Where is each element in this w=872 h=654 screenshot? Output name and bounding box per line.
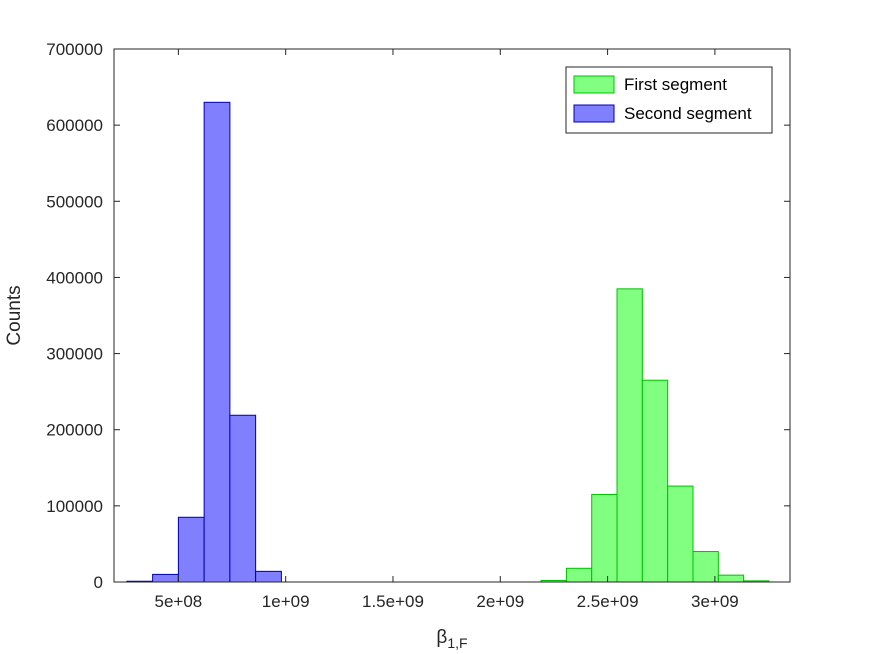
x-axis-label-subscript: 1,F: [447, 635, 467, 651]
y-tick-label-5: 500000: [46, 192, 103, 211]
legend-label-first-segment: First segment: [624, 75, 727, 94]
bar-first-segment-4: [641, 379, 669, 583]
bar-first-segment-5: [667, 485, 694, 583]
legend: First segment Second segment: [565, 66, 773, 134]
y-axis-label: Counts: [4, 285, 25, 345]
legend-label-second-segment: Second segment: [624, 104, 752, 123]
bar-first-segment-1: [565, 567, 593, 583]
bar-first-segment-7: [717, 574, 745, 583]
bar-first-segment-6: [692, 551, 719, 583]
y-tick-label-6: 600000: [46, 116, 103, 135]
y-tick-label-2: 200000: [46, 421, 103, 440]
bar-second-segment-3: [203, 101, 231, 583]
bar-second-segment-4: [229, 414, 257, 583]
ticks-layer: 5e+08 1e+09 1.5e+09 2e+09 2.5e+09 3e+09 0 10000…: [46, 40, 790, 611]
x-tick-label-4: 2.5e+09: [577, 592, 639, 611]
y-tick-label-0: 0: [94, 573, 103, 592]
x-axis-label: β1,F: [436, 627, 467, 651]
y-tick-label-3: 300000: [46, 345, 103, 364]
x-tick-label-0: 5e+08: [155, 592, 203, 611]
bars-layer: [126, 101, 770, 583]
bar-second-segment-5: [255, 570, 282, 583]
x-axis-label-main: β: [436, 627, 447, 648]
plot-area-frame: [113, 48, 791, 583]
bar-first-segment-2: [591, 493, 618, 583]
bar-second-segment-1: [152, 573, 179, 583]
x-tick-label-2: 1.5e+09: [362, 592, 424, 611]
y-tick-label-7: 700000: [46, 40, 103, 59]
y-tick-label-1: 100000: [46, 497, 103, 516]
y-tick-label-4: 400000: [46, 268, 103, 287]
x-tick-label-3: 2e+09: [476, 592, 524, 611]
x-tick-label-1: 1e+09: [262, 592, 310, 611]
bar-second-segment-2: [177, 516, 205, 583]
bar-first-segment-3: [616, 288, 643, 583]
legend-swatch-first-segment: [573, 75, 615, 94]
x-tick-label-5: 3e+09: [691, 592, 739, 611]
legend-swatch-second-segment: [573, 104, 615, 123]
